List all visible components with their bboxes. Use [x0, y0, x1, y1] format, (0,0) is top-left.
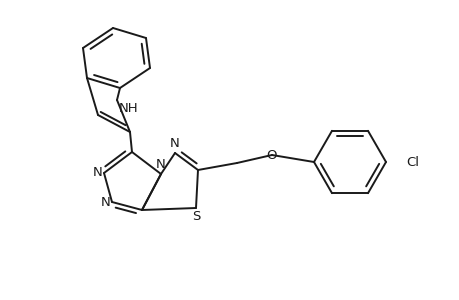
- Text: S: S: [191, 210, 200, 223]
- Text: O: O: [266, 148, 277, 161]
- Text: NH: NH: [119, 102, 138, 115]
- Text: N: N: [101, 196, 111, 208]
- Text: N: N: [156, 158, 166, 171]
- Text: N: N: [93, 167, 103, 179]
- Text: N: N: [170, 137, 179, 150]
- Text: Cl: Cl: [405, 155, 418, 169]
